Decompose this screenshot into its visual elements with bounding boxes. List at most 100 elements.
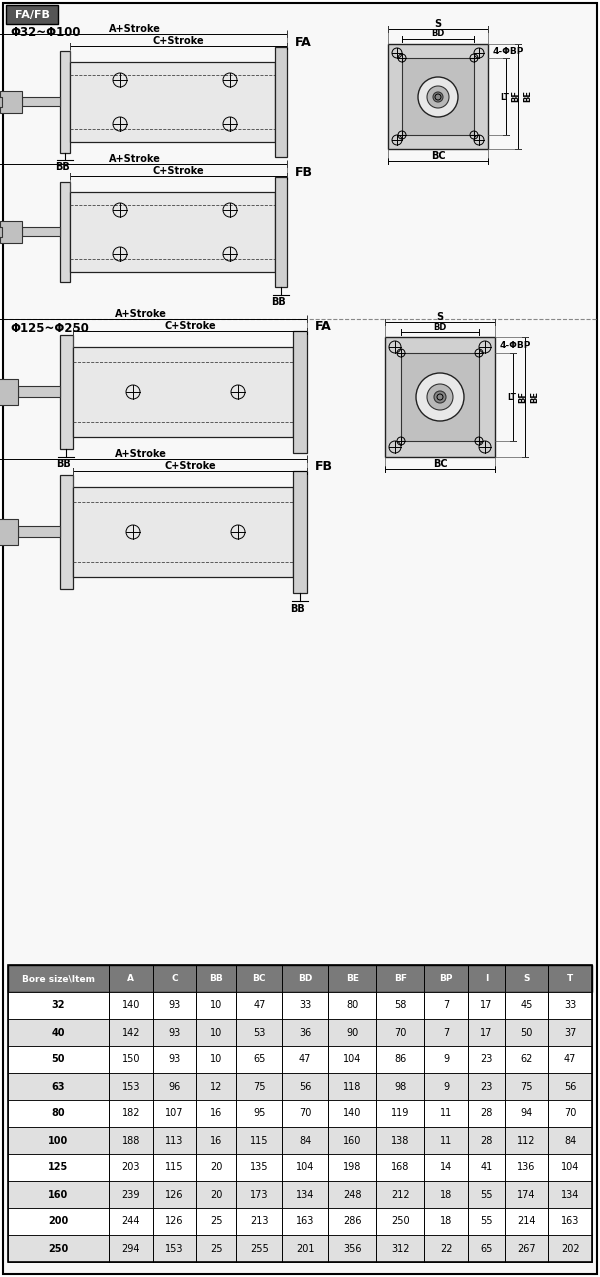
Bar	[8, 1019, 592, 1046]
Bar	[0, 91, 22, 112]
Text: 107: 107	[165, 1108, 184, 1119]
Text: BP: BP	[440, 974, 453, 983]
Text: 174: 174	[517, 1189, 536, 1199]
Text: 47: 47	[253, 1000, 265, 1010]
Bar	[8, 1046, 592, 1073]
Text: 11: 11	[440, 1108, 452, 1119]
Bar	[275, 178, 287, 287]
Text: C+Stroke: C+Stroke	[164, 321, 216, 331]
Text: BD: BD	[433, 323, 446, 332]
Text: 126: 126	[165, 1217, 184, 1226]
Text: 119: 119	[391, 1108, 410, 1119]
Text: 100: 100	[49, 1135, 68, 1145]
Bar	[402, 57, 474, 135]
Bar	[8, 1099, 592, 1128]
Text: 75: 75	[520, 1082, 533, 1092]
Text: 25: 25	[210, 1244, 223, 1254]
Text: 10: 10	[210, 1028, 223, 1037]
Text: 58: 58	[394, 1000, 407, 1010]
Text: BD: BD	[431, 29, 445, 38]
Text: 12: 12	[210, 1082, 223, 1092]
Text: 10: 10	[210, 1055, 223, 1065]
Text: 41: 41	[481, 1162, 493, 1172]
Text: 56: 56	[564, 1082, 577, 1092]
Text: 140: 140	[122, 1000, 140, 1010]
Text: BC: BC	[433, 458, 448, 469]
Text: 23: 23	[480, 1055, 493, 1065]
Text: 55: 55	[480, 1189, 493, 1199]
Text: I: I	[485, 974, 488, 983]
Text: BE: BE	[530, 391, 539, 404]
Text: 33: 33	[564, 1000, 577, 1010]
Text: 250: 250	[391, 1217, 410, 1226]
Text: 173: 173	[250, 1189, 269, 1199]
Text: C: C	[171, 974, 178, 983]
Text: BB: BB	[209, 974, 223, 983]
Bar	[8, 1235, 592, 1262]
Bar	[293, 471, 307, 593]
Text: 22: 22	[440, 1244, 452, 1254]
Text: 118: 118	[343, 1082, 361, 1092]
Bar	[60, 183, 70, 282]
Text: 37: 37	[564, 1028, 577, 1037]
Bar	[18, 526, 60, 538]
Text: 18: 18	[440, 1217, 452, 1226]
Bar	[0, 227, 2, 238]
Text: 267: 267	[517, 1244, 536, 1254]
Text: FA: FA	[295, 36, 312, 49]
Text: 75: 75	[253, 1082, 266, 1092]
Text: 356: 356	[343, 1244, 361, 1254]
Circle shape	[433, 92, 443, 102]
Text: 126: 126	[165, 1189, 184, 1199]
Text: 7: 7	[443, 1028, 449, 1037]
Bar	[6, 5, 58, 24]
Circle shape	[434, 391, 446, 404]
Bar	[18, 386, 60, 397]
Text: 80: 80	[52, 1108, 65, 1119]
Text: 28: 28	[480, 1135, 493, 1145]
Text: 20: 20	[210, 1189, 223, 1199]
Text: BC: BC	[253, 974, 266, 983]
Text: 70: 70	[564, 1108, 577, 1119]
Text: A+Stroke: A+Stroke	[115, 309, 166, 319]
Text: 312: 312	[391, 1244, 410, 1254]
Text: 47: 47	[299, 1055, 311, 1065]
Text: LT: LT	[500, 92, 509, 101]
Text: 200: 200	[49, 1217, 68, 1226]
Text: 16: 16	[210, 1108, 223, 1119]
Text: BE: BE	[346, 974, 359, 983]
Text: 250: 250	[49, 1244, 68, 1254]
Text: 11: 11	[440, 1135, 452, 1145]
Bar	[73, 487, 293, 577]
Text: 255: 255	[250, 1244, 269, 1254]
Bar	[0, 518, 18, 545]
Text: 53: 53	[253, 1028, 265, 1037]
Text: 17: 17	[480, 1000, 493, 1010]
Text: 10: 10	[210, 1000, 223, 1010]
Text: 47: 47	[564, 1055, 577, 1065]
Bar	[22, 97, 60, 106]
Bar	[8, 965, 592, 992]
Text: 248: 248	[343, 1189, 361, 1199]
Text: A+Stroke: A+Stroke	[109, 24, 160, 34]
Bar	[60, 335, 73, 450]
Text: 32: 32	[52, 1000, 65, 1010]
Circle shape	[427, 86, 449, 109]
Text: BD: BD	[298, 974, 313, 983]
Text: FA/FB: FA/FB	[14, 10, 49, 20]
Text: 135: 135	[250, 1162, 269, 1172]
Text: BF: BF	[511, 91, 520, 102]
Text: 18: 18	[440, 1189, 452, 1199]
Text: C+Stroke: C+Stroke	[152, 36, 205, 46]
Text: 94: 94	[520, 1108, 533, 1119]
Text: BE: BE	[523, 91, 532, 102]
Text: 212: 212	[391, 1189, 410, 1199]
Text: 113: 113	[165, 1135, 184, 1145]
Text: LT: LT	[507, 392, 516, 401]
Text: 7: 7	[443, 1000, 449, 1010]
Text: 142: 142	[122, 1028, 140, 1037]
Text: C+Stroke: C+Stroke	[164, 461, 216, 471]
Text: 198: 198	[343, 1162, 361, 1172]
Text: 9: 9	[443, 1055, 449, 1065]
Text: 9: 9	[443, 1082, 449, 1092]
